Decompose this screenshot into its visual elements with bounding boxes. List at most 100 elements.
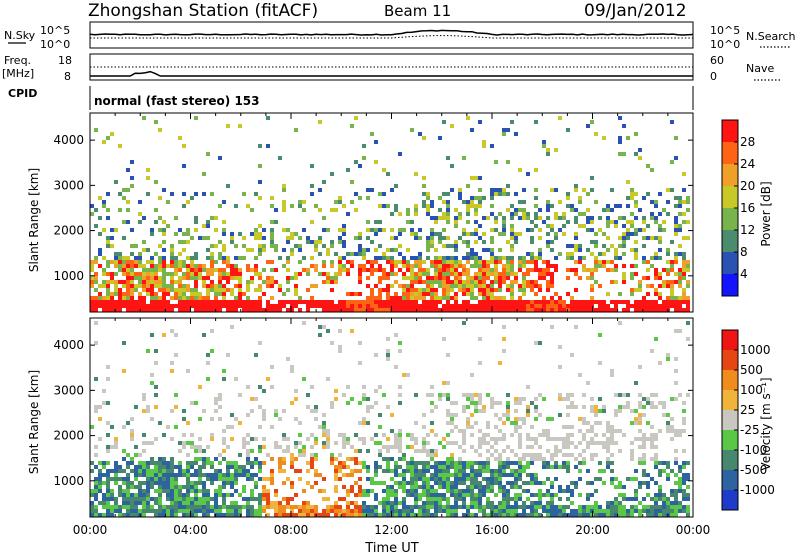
power-cell bbox=[186, 296, 190, 300]
velocity-cell bbox=[578, 509, 582, 513]
velocity-ylabel: Slant Range [km] bbox=[27, 370, 41, 474]
power-cell bbox=[206, 248, 210, 252]
power-cell bbox=[418, 272, 422, 276]
velocity-cell bbox=[438, 441, 442, 445]
power-cell bbox=[270, 296, 274, 300]
power-cell bbox=[90, 300, 94, 304]
power-cell bbox=[502, 296, 506, 300]
power-cell bbox=[254, 300, 258, 304]
velocity-cell bbox=[450, 441, 454, 445]
power-cell bbox=[222, 276, 226, 280]
velocity-cell bbox=[406, 509, 410, 513]
velocity-cell bbox=[218, 473, 222, 477]
velocity-cell bbox=[398, 393, 402, 397]
power-cell bbox=[578, 224, 582, 228]
power-cell bbox=[230, 288, 234, 292]
power-cell bbox=[402, 304, 406, 308]
velocity-cell bbox=[594, 501, 598, 505]
velocity-cell bbox=[554, 461, 558, 465]
power-cell bbox=[502, 276, 506, 280]
velocity-cell bbox=[654, 437, 658, 441]
velocity-cell bbox=[478, 409, 482, 413]
power-cell bbox=[270, 196, 274, 200]
velocity-cell bbox=[634, 477, 638, 481]
velocity-cell bbox=[242, 497, 246, 501]
velocity-cell bbox=[118, 469, 122, 473]
power-cell bbox=[286, 268, 290, 272]
velocity-cell bbox=[446, 461, 450, 465]
velocity-cell bbox=[354, 449, 358, 453]
velocity-cell bbox=[322, 509, 326, 513]
velocity-cell bbox=[182, 445, 186, 449]
power-cell bbox=[462, 240, 466, 244]
velocity-cell bbox=[162, 481, 166, 485]
velocity-cell bbox=[434, 453, 438, 457]
velocity-cell bbox=[222, 437, 226, 441]
velocity-cell bbox=[230, 509, 234, 513]
velocity-cell bbox=[422, 505, 426, 509]
nsky-tick-low: 10^0 bbox=[40, 38, 70, 51]
velocity-cell bbox=[434, 497, 438, 501]
power-cell bbox=[186, 268, 190, 272]
power-cell bbox=[438, 236, 442, 240]
power-cell bbox=[566, 192, 570, 196]
velocity-cell bbox=[106, 505, 110, 509]
velocity-cell bbox=[478, 393, 482, 397]
velocity-cell bbox=[178, 485, 182, 489]
velocity-cell bbox=[514, 485, 518, 489]
velocity-cell bbox=[170, 489, 174, 493]
velocity-cell bbox=[362, 505, 366, 509]
velocity-cell bbox=[426, 469, 430, 473]
power-cell bbox=[210, 264, 214, 268]
power-cell bbox=[222, 300, 226, 304]
power-cell bbox=[162, 296, 166, 300]
velocity-cell bbox=[186, 485, 190, 489]
power-cell bbox=[138, 276, 142, 280]
power-cell bbox=[134, 272, 138, 276]
power-cell bbox=[626, 308, 630, 312]
power-cell bbox=[106, 216, 110, 220]
velocity-cell bbox=[582, 513, 586, 517]
power-cell bbox=[626, 204, 630, 208]
velocity-cell bbox=[246, 501, 250, 505]
power-cell bbox=[390, 212, 394, 216]
power-cell bbox=[318, 304, 322, 308]
power-cell bbox=[486, 272, 490, 276]
power-cell bbox=[482, 144, 486, 148]
power-cell bbox=[498, 276, 502, 280]
velocity-cell bbox=[518, 433, 522, 437]
power-cell bbox=[362, 248, 366, 252]
velocity-cell bbox=[670, 397, 674, 401]
power-cell bbox=[386, 292, 390, 296]
power-cell bbox=[150, 300, 154, 304]
power-cell bbox=[178, 284, 182, 288]
velocity-cell bbox=[154, 461, 158, 465]
velocity-cell bbox=[582, 449, 586, 453]
power-cell bbox=[242, 300, 246, 304]
velocity-cell bbox=[510, 509, 514, 513]
power-cell bbox=[570, 308, 574, 312]
velocity-cell bbox=[554, 449, 558, 453]
velocity-cell bbox=[278, 465, 282, 469]
velocity-cell bbox=[122, 369, 126, 373]
velocity-cell bbox=[558, 513, 562, 517]
velocity-cell bbox=[558, 509, 562, 513]
velocity-cell bbox=[338, 345, 342, 349]
power-cell bbox=[434, 268, 438, 272]
power-cell bbox=[170, 276, 174, 280]
velocity-cell bbox=[574, 325, 578, 329]
power-cell bbox=[550, 248, 554, 252]
velocity-cell bbox=[270, 481, 274, 485]
velocity-cell bbox=[498, 513, 502, 517]
power-cell bbox=[538, 256, 542, 260]
velocity-cell bbox=[190, 433, 194, 437]
velocity-cell bbox=[346, 385, 350, 389]
velocity-cell bbox=[518, 497, 522, 501]
power-cell bbox=[502, 216, 506, 220]
velocity-cell bbox=[210, 477, 214, 481]
power-cell bbox=[114, 280, 118, 284]
power-cell bbox=[618, 140, 622, 144]
power-cell bbox=[266, 276, 270, 280]
velocity-cell bbox=[670, 493, 674, 497]
power-cell bbox=[686, 296, 690, 300]
